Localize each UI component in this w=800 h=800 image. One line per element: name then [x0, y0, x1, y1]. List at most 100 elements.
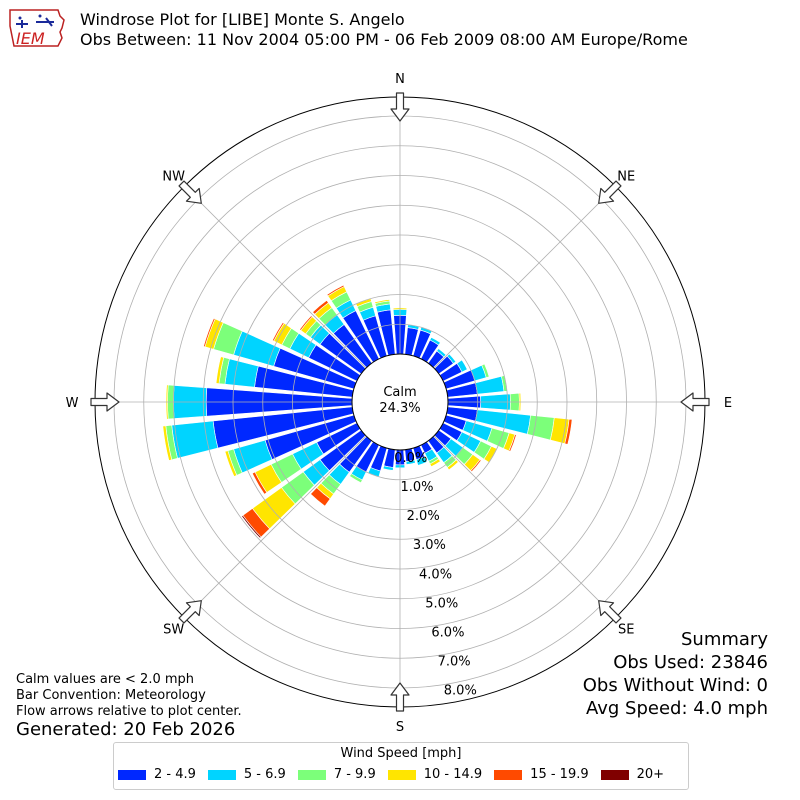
- notes-block: Calm values are < 2.0 mph Bar Convention…: [16, 672, 242, 720]
- windrose-bar-250-3: [224, 450, 238, 477]
- legend-label-0: 2 - 4.9: [154, 767, 196, 782]
- windrose-bar-70-2: [481, 363, 490, 378]
- windrose-bar-60-1: [456, 359, 468, 373]
- avg-speed: Avg Speed: 4.0 mph: [586, 698, 768, 719]
- legend-swatch-3: [387, 769, 416, 780]
- legend-label-5: 20+: [636, 767, 665, 782]
- chart-title: Windrose Plot for [LIBE] Monte S. Angelo…: [80, 10, 688, 50]
- legend: Wind Speed [mph] 2 - 4.9 5 - 6.9 7 - 9.9 10…: [113, 742, 689, 790]
- windrose-bar-280-3: [215, 356, 225, 384]
- flow-arrow-315-icon: [178, 180, 202, 204]
- calm-circle: [351, 353, 449, 451]
- windrose-bar-140-3: [446, 459, 459, 471]
- legend-item-0: 2 - 4.9: [118, 767, 196, 782]
- legend-label-1: 5 - 6.9: [243, 767, 286, 782]
- legend-swatch-4: [494, 769, 523, 780]
- flow-arrows: [90, 92, 710, 712]
- obs-without-wind: Obs Without Wind: 0: [582, 675, 768, 696]
- windrose-bar-280-1: [224, 358, 259, 388]
- spoke-225: [184, 435, 367, 618]
- title-line-2: Obs Between: 11 Nov 2004 05:00 PM - 06 F…: [80, 30, 688, 49]
- legend-swatch-5: [600, 769, 629, 780]
- legend-label-2: 7 - 9.9: [333, 767, 376, 782]
- spoke-135: [433, 435, 616, 618]
- windrose-bar-260-3: [162, 425, 173, 461]
- summary-heading: Summary: [681, 629, 768, 650]
- legend-item-5: 20+: [600, 767, 665, 782]
- flow-arrow-90-icon: [680, 392, 710, 412]
- windrose-bar-160-1: [415, 456, 428, 466]
- spoke-45: [433, 186, 616, 369]
- flow-arrow-135-icon: [598, 600, 622, 624]
- flow-arrow-270-icon: [90, 392, 120, 412]
- windrose-bar-100-4: [564, 418, 573, 445]
- radial-label-2: 2.0%: [407, 509, 440, 524]
- radial-labels: 0.0% 1.0% 2.0% 3.0% 4.0% 5.0% 6.0% 7.0% 8.0%: [394, 451, 477, 699]
- radial-label-4: 4.0%: [419, 567, 452, 582]
- windrose-bar-300-4: [272, 321, 285, 342]
- compass-label-sw: SW: [163, 622, 184, 637]
- compass-labels: N NE E SE S SW W NW: [66, 72, 733, 735]
- windrose-bar-290-4: [203, 317, 216, 348]
- windrose-bar-260-1: [171, 420, 219, 459]
- svg-text:IEM: IEM: [16, 29, 45, 48]
- compass-label-w: W: [66, 396, 79, 411]
- radial-label-5: 5.0%: [425, 596, 458, 611]
- windrose-bar-50-1: [446, 353, 457, 364]
- calm-label: Calm: [383, 385, 416, 400]
- iem-logo: IEM: [6, 6, 68, 52]
- windrose-bar-320-4: [312, 299, 329, 315]
- windrose-bar-100-2: [526, 414, 555, 441]
- compass-label-e: E: [724, 396, 732, 411]
- windrose-bar-240-4: [251, 471, 268, 495]
- windrose-bar-190-1: [382, 465, 394, 471]
- windrose-spokes: [95, 97, 705, 707]
- flow-arrow-45-icon: [598, 180, 622, 204]
- radial-label-1: 1.0%: [400, 480, 433, 495]
- windrose-bar-350-3: [374, 299, 391, 304]
- windrose-bar-40-1: [436, 348, 447, 358]
- windrose-bar-210-2: [349, 473, 363, 484]
- windrose-bar-130-4: [470, 459, 482, 473]
- calm-note: Calm values are < 2.0 mph: [16, 672, 195, 687]
- windrose-bar-310-4: [299, 315, 313, 331]
- legend-item-3: 10 - 14.9: [387, 767, 483, 782]
- radial-label-8: 8.0%: [444, 684, 477, 699]
- legend-items: 2 - 4.9 5 - 6.9 7 - 9.9 10 - 14.9 15 - 19.9 2…: [118, 767, 676, 782]
- compass-label-n: N: [395, 72, 405, 87]
- flow-arrow-180-icon: [390, 682, 410, 712]
- windrose-bar-170-1: [405, 459, 416, 465]
- obs-used: Obs Used: 23846: [613, 652, 768, 673]
- windrose-bar-150-3: [429, 458, 441, 468]
- generated-date: Generated: 20 Feb 2026: [16, 719, 236, 740]
- legend-swatch-0: [118, 769, 146, 780]
- compass-label-ne: NE: [617, 170, 635, 185]
- legend-item-2: 7 - 9.9: [297, 767, 376, 782]
- radial-label-7: 7.0%: [438, 655, 471, 670]
- legend-swatch-1: [207, 769, 236, 780]
- spoke-315: [184, 186, 367, 369]
- compass-label-s: S: [396, 720, 404, 735]
- windrose-bar-330-4: [326, 284, 345, 297]
- title-line-1: Windrose Plot for [LIBE] Monte S. Angelo: [80, 10, 405, 29]
- compass-label-nw: NW: [162, 170, 185, 185]
- flow-arrow-0-icon: [390, 92, 410, 122]
- legend-swatch-2: [297, 769, 326, 780]
- radial-label-0: 0.0%: [394, 451, 427, 466]
- windrose-bar-230-5: [241, 514, 262, 539]
- compass-label-se: SE: [618, 622, 634, 637]
- flow-arrow-225-icon: [178, 600, 202, 624]
- flow-arrows-note: Flow arrows relative to plot center.: [16, 704, 242, 719]
- radial-label-3: 3.0%: [413, 538, 446, 553]
- legend-title: Wind Speed [mph]: [340, 746, 462, 761]
- legend-label-4: 15 - 19.9: [530, 767, 589, 782]
- radial-label-6: 6.0%: [431, 625, 464, 640]
- summary-block: Summary Obs Used: 23846 Obs Without Wind…: [583, 628, 768, 720]
- legend-item-1: 5 - 6.9: [207, 767, 286, 782]
- windrose-bar-220-4: [310, 487, 331, 507]
- windrose-bar-110-4: [508, 434, 517, 452]
- calm-percent: 24.3%: [379, 401, 420, 416]
- legend-label-3: 10 - 14.9: [423, 767, 483, 782]
- bar-convention-note: Bar Convention: Meteorology: [16, 688, 206, 703]
